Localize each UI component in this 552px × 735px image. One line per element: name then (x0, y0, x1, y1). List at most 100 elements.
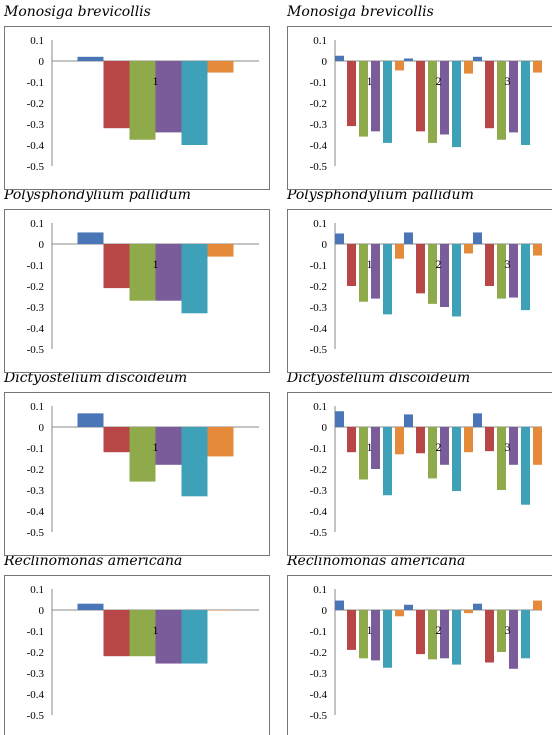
bar (473, 603, 482, 610)
bar (497, 244, 506, 299)
bar (473, 56, 482, 61)
y-tick-label: 0 (322, 239, 328, 251)
y-tick-label: 0 (322, 422, 328, 434)
bar (335, 233, 344, 244)
category-label: 2 (436, 257, 442, 271)
bar (347, 610, 356, 650)
bar (464, 244, 473, 254)
bar (521, 61, 530, 145)
title-monosiga-right: Monosiga brevicollis (287, 4, 434, 20)
title-dictyostelium-right: Dictyostelium discoideum (287, 370, 471, 386)
bar (77, 232, 104, 244)
bar (371, 427, 380, 469)
bar (207, 427, 234, 457)
bar (404, 604, 413, 610)
y-tick-label: -0.4 (310, 689, 328, 701)
y-tick-label: 0.1 (30, 401, 44, 413)
bar (497, 61, 506, 140)
y-tick-label: -0.1 (310, 626, 327, 638)
y-tick-label: 0 (322, 605, 328, 617)
category-label: 2 (436, 623, 442, 637)
bar (395, 61, 404, 71)
bar (509, 61, 518, 133)
bar (452, 244, 461, 317)
y-tick-label: -0.2 (310, 464, 327, 476)
y-tick-label: -0.4 (310, 140, 328, 152)
category-label: 1 (153, 440, 159, 454)
bar (521, 427, 530, 505)
y-tick-label: -0.5 (27, 527, 45, 539)
bar (103, 61, 130, 129)
chart-frame (287, 392, 552, 556)
category-label: 3 (505, 257, 511, 271)
y-tick-label: -0.4 (310, 506, 328, 518)
bar (428, 610, 437, 660)
bar (533, 600, 542, 610)
y-tick-label: -0.5 (310, 710, 328, 722)
bar (509, 610, 518, 669)
bar (509, 427, 518, 465)
bar (497, 427, 506, 490)
bar (383, 244, 392, 315)
bar (464, 61, 473, 74)
y-tick-label: -0.2 (310, 281, 327, 293)
bar (371, 244, 380, 299)
bar (371, 610, 380, 661)
bar (428, 244, 437, 304)
y-tick-label: -0.2 (310, 647, 327, 659)
bar (404, 414, 413, 427)
bar (416, 61, 425, 132)
y-tick-label: -0.1 (27, 77, 44, 89)
bar (335, 411, 344, 427)
bar (383, 610, 392, 668)
y-tick-label: -0.3 (27, 119, 45, 131)
bar (395, 610, 404, 617)
bar (207, 244, 234, 257)
y-tick-label: -0.1 (310, 77, 327, 89)
y-tick-label: 0.1 (313, 401, 327, 413)
category-label: 1 (367, 74, 373, 88)
category-label: 1 (153, 74, 159, 88)
bar (359, 61, 368, 137)
category-label: 1 (153, 623, 159, 637)
bar (521, 244, 530, 311)
y-tick-label: -0.5 (27, 344, 45, 356)
bar (485, 427, 494, 452)
bar (359, 610, 368, 659)
bar (155, 427, 182, 465)
y-tick-label: 0 (39, 605, 45, 617)
y-tick-label: -0.2 (27, 647, 44, 659)
bar (440, 61, 449, 135)
bar (77, 413, 104, 427)
bar (473, 413, 482, 427)
y-tick-label: -0.4 (27, 323, 45, 335)
bar (103, 427, 130, 453)
title-monosiga-left: Monosiga brevicollis (4, 4, 151, 20)
bar (416, 610, 425, 655)
bar (77, 56, 104, 61)
bar (395, 427, 404, 455)
y-tick-label: 0.1 (313, 35, 327, 47)
bar (103, 244, 130, 289)
bar (103, 610, 130, 657)
y-tick-label: -0.2 (27, 98, 44, 110)
category-label: 1 (153, 257, 159, 271)
bar (464, 610, 473, 614)
bar (129, 427, 156, 482)
y-tick-label: -0.1 (310, 260, 327, 272)
y-tick-label: 0 (39, 422, 45, 434)
category-label: 3 (505, 623, 511, 637)
y-tick-label: -0.3 (27, 302, 45, 314)
title-polysphondylium-left: Polysphondylium pallidum (4, 187, 191, 203)
title-dictyostelium-left: Dictyostelium discoideum (4, 370, 188, 386)
y-tick-label: -0.5 (27, 710, 45, 722)
bar (347, 427, 356, 453)
y-tick-label: 0 (39, 56, 45, 68)
bar (155, 61, 182, 133)
bar (464, 427, 473, 453)
bar (440, 244, 449, 307)
title-polysphondylium-right: Polysphondylium pallidum (287, 187, 474, 203)
y-tick-label: -0.1 (27, 443, 44, 455)
bar (485, 610, 494, 663)
bar (533, 61, 542, 73)
